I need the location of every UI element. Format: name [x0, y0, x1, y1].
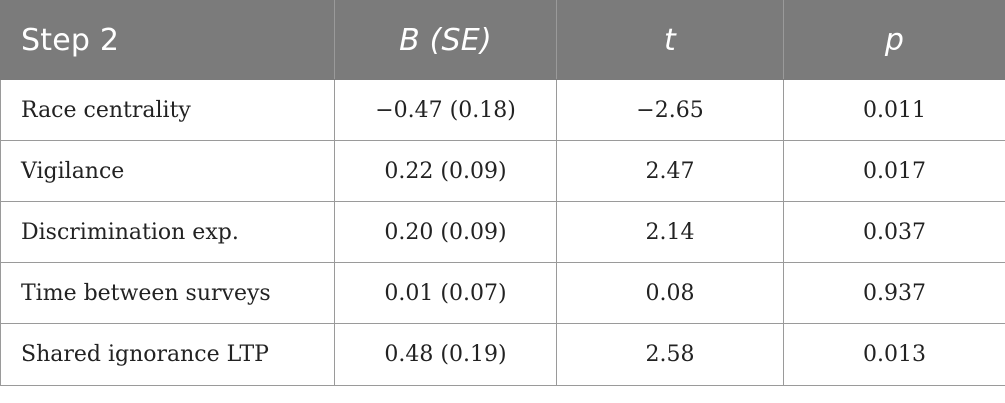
cell-p: 0.011: [783, 79, 1005, 141]
cell-p: 0.937: [783, 262, 1005, 324]
table-row: Discrimination exp. 0.20 (0.09) 2.14 0.0…: [0, 201, 1005, 263]
table-row: Time between surveys 0.01 (0.07) 0.08 0.…: [0, 262, 1005, 324]
header-row: Step 2 B (SE) t p: [0, 0, 1005, 80]
header-step: Step 2: [0, 0, 335, 80]
regression-table: Step 2 B (SE) t p Race centrality −0.47 …: [0, 0, 1005, 386]
table-row: Shared ignorance LTP 0.48 (0.19) 2.58 0.…: [0, 323, 1005, 386]
cell-b-se: 0.48 (0.19): [334, 323, 557, 386]
cell-b-se: −0.47 (0.18): [334, 79, 557, 141]
cell-t: −2.65: [556, 79, 784, 141]
cell-p: 0.013: [783, 323, 1005, 386]
cell-b-se: 0.22 (0.09): [334, 140, 557, 202]
table-row: Race centrality −0.47 (0.18) −2.65 0.011: [0, 79, 1005, 141]
cell-t: 2.47: [556, 140, 784, 202]
table-body: Race centrality −0.47 (0.18) −2.65 0.011…: [0, 79, 1005, 386]
table-header: Step 2 B (SE) t p: [0, 0, 1005, 80]
cell-b-se: 0.01 (0.07): [334, 262, 557, 324]
cell-p: 0.017: [783, 140, 1005, 202]
header-b-se: B (SE): [334, 0, 557, 80]
row-label: Time between surveys: [0, 262, 335, 324]
row-label: Shared ignorance LTP: [0, 323, 335, 386]
row-label: Discrimination exp.: [0, 201, 335, 263]
cell-t: 2.58: [556, 323, 784, 386]
cell-b-se: 0.20 (0.09): [334, 201, 557, 263]
table-row: Vigilance 0.22 (0.09) 2.47 0.017: [0, 140, 1005, 202]
header-t: t: [556, 0, 784, 80]
cell-t: 2.14: [556, 201, 784, 263]
cell-t: 0.08: [556, 262, 784, 324]
row-label: Race centrality: [0, 79, 335, 141]
row-label: Vigilance: [0, 140, 335, 202]
header-p: p: [783, 0, 1005, 80]
cell-p: 0.037: [783, 201, 1005, 263]
